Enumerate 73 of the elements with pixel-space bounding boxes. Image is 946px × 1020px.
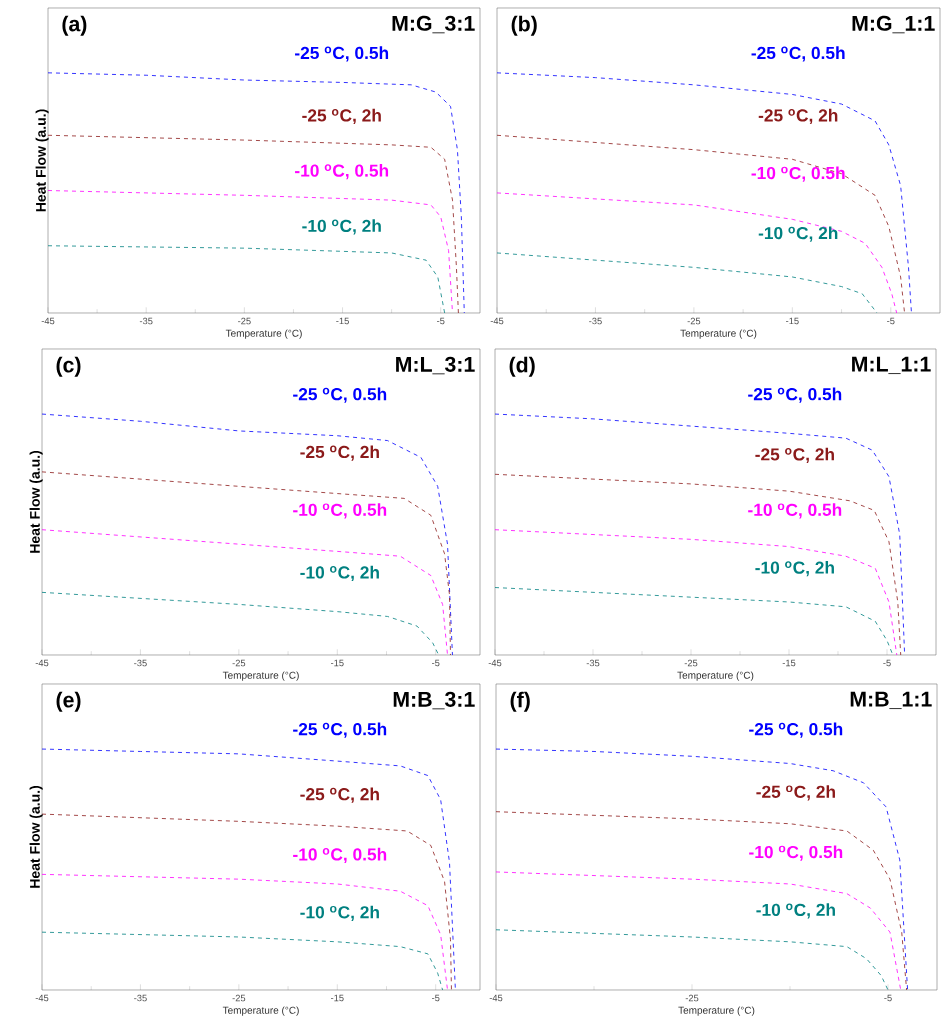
- x-tick-label: -35: [586, 659, 600, 667]
- x-axis-title: Temperature (°C): [680, 329, 757, 339]
- chart-title: (f): [510, 691, 530, 712]
- series-label: -10 $^{o}$C, 2h: [758, 226, 838, 242]
- x-tick-label: -45: [488, 659, 502, 667]
- chart-title: (a): [62, 15, 87, 36]
- chart-subtitle: M:B_1:1: [850, 691, 932, 710]
- x-tick-label: -15: [330, 994, 344, 1002]
- chart-subtitle: M:L_1:1: [852, 356, 931, 375]
- x-tick-label: -45: [35, 659, 49, 667]
- series-label: -25 $^{o}$C, 0.5h: [295, 46, 389, 62]
- x-axis-title: Temperature (°C): [222, 1006, 299, 1016]
- x-axis-title: Temperature (°C): [678, 1006, 755, 1016]
- series-label: -10 $^{o}$C, 0.5h: [293, 847, 387, 864]
- series-label: -25 $^{o}$C, 0.5h: [751, 46, 845, 62]
- x-tick-label: -15: [782, 659, 796, 667]
- x-tick-label: -5: [431, 994, 440, 1002]
- series-label: -25 $^{o}$C, 0.5h: [293, 722, 387, 738]
- x-tick-label: -25: [687, 317, 701, 325]
- series-label: -25 $^{o}$C, 0.5h: [749, 722, 843, 738]
- series-label: -10 $^{o}$C, 0.5h: [749, 845, 843, 861]
- series-label: -10 $^{o}$C, 2h: [302, 219, 381, 235]
- chart-title: (d): [509, 356, 535, 377]
- series-label: -25 $^{o}$C, 2h: [756, 785, 835, 801]
- series-label: -10 $^{o}$C, 0.5h: [748, 503, 842, 519]
- x-tick-label: -45: [490, 317, 504, 325]
- x-tick-label: -15: [330, 659, 344, 667]
- x-tick-label: -35: [134, 659, 147, 667]
- x-tick-label: -25: [684, 659, 698, 667]
- x-tick-label: -5: [431, 659, 440, 667]
- y-axis-title: Heat Flow (a.u.): [29, 785, 43, 888]
- x-tick-label: -45: [35, 994, 49, 1002]
- x-axis-title: Temperature (°C): [225, 329, 302, 339]
- x-axis-title: Temperature (°C): [677, 671, 754, 681]
- series-label: -25 $^{o}$C, 2h: [302, 108, 381, 125]
- x-tick-label: -15: [336, 317, 349, 325]
- series-label: -25 $^{o}$C, 0.5h: [293, 387, 387, 403]
- x-tick-label: -25: [685, 994, 699, 1002]
- x-tick-label: -25: [232, 659, 246, 667]
- series-label: -10 $^{o}$C, 2h: [756, 903, 835, 919]
- series-label: -10 $^{o}$C, 2h: [755, 561, 834, 577]
- chart-subtitle: M:G_3:1: [392, 15, 475, 34]
- chart-title: (c): [56, 356, 81, 377]
- series-label: -10 $^{o}$C, 0.5h: [751, 166, 845, 182]
- x-tick-label: -45: [489, 994, 503, 1002]
- x-tick-label: -15: [786, 317, 799, 325]
- x-tick-label: -25: [238, 317, 251, 325]
- chart-title: (b): [511, 15, 537, 36]
- chart-subtitle: M:B_3:1: [393, 691, 475, 710]
- x-tick-label: -35: [139, 317, 153, 325]
- series-label: -10 $^{o}$C, 2h: [300, 905, 379, 921]
- x-tick-label: -35: [134, 994, 147, 1002]
- chart-title: (e): [56, 691, 81, 712]
- series-label: -25 $^{o}$C, 0.5h: [748, 387, 842, 403]
- series-label: -10 $^{o}$C, 2h: [300, 565, 379, 582]
- x-tick-label: -25: [232, 994, 246, 1002]
- series-label: -10 $^{o}$C, 0.5h: [293, 503, 387, 519]
- series-label: -10 $^{o}$C, 0.5h: [295, 164, 389, 180]
- x-axis-title: Temperature (°C): [222, 671, 299, 681]
- y-axis-title: Heat Flow (a.u.): [29, 450, 43, 553]
- x-tick-label: -5: [437, 317, 445, 325]
- series-label: -25 $^{o}$C, 2h: [300, 787, 379, 803]
- series-label: -25 $^{o}$C, 2h: [758, 108, 838, 125]
- x-tick-label: -35: [589, 317, 602, 325]
- chart-subtitle: M:G_1:1: [852, 15, 935, 34]
- y-axis-title: Heat Flow (a.u.): [35, 109, 49, 212]
- chart-subtitle: M:L_3:1: [396, 356, 475, 375]
- series-label: -25 $^{o}$C, 2h: [300, 445, 379, 461]
- x-tick-label: -5: [887, 317, 895, 325]
- x-tick-label: -45: [41, 317, 55, 325]
- x-tick-label: -5: [884, 994, 892, 1002]
- x-tick-label: -5: [883, 659, 891, 667]
- series-label: -25 $^{o}$C, 2h: [755, 447, 834, 464]
